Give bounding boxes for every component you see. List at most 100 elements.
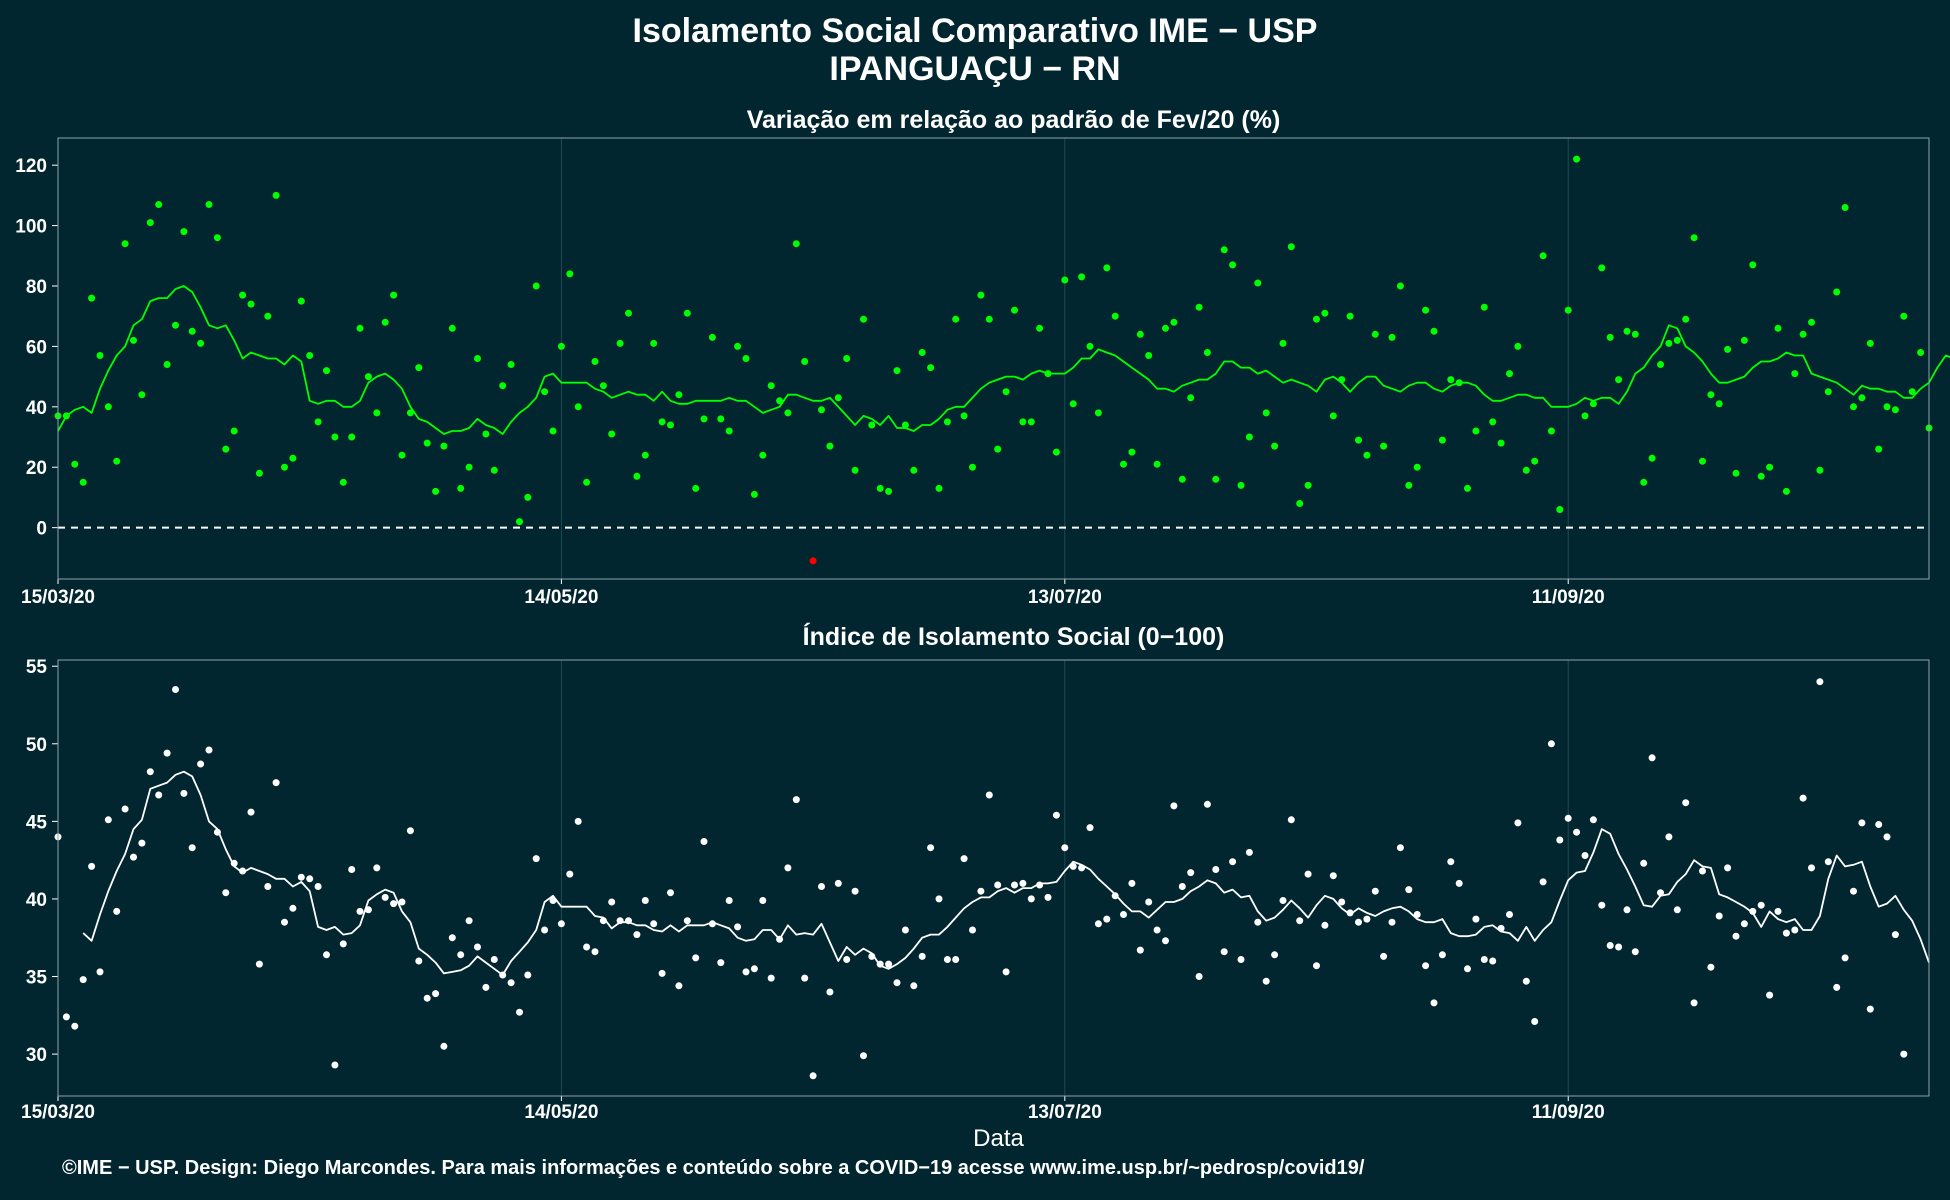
- data-point: [1187, 869, 1195, 877]
- data-point: [1556, 506, 1564, 513]
- data-point: [1472, 915, 1480, 923]
- data-point: [490, 466, 498, 474]
- data-point: [1279, 339, 1287, 347]
- data-point: [524, 493, 532, 501]
- data-point: [893, 367, 901, 375]
- data-point: [1665, 833, 1673, 841]
- data-point: [465, 463, 473, 471]
- data-point: [331, 433, 339, 441]
- data-point: [1673, 906, 1681, 914]
- data-point: [1178, 475, 1186, 483]
- y-tick-label: 0: [36, 519, 47, 540]
- data-point: [1438, 951, 1446, 959]
- data-point: [927, 364, 935, 372]
- data-point: [818, 406, 825, 414]
- data-point: [1640, 859, 1648, 867]
- data-point: [658, 969, 666, 977]
- data-point: [230, 427, 238, 435]
- data-point: [667, 421, 674, 429]
- data-point: [1631, 330, 1639, 338]
- data-point: [1749, 261, 1757, 269]
- data-point: [331, 1061, 339, 1069]
- data-point: [985, 791, 993, 799]
- data-point: [255, 469, 263, 477]
- data-point: [1816, 466, 1824, 474]
- data-point: [323, 367, 330, 375]
- panel-title: Variação em relação ao padrão de Fev/20 …: [747, 106, 1281, 134]
- data-point: [390, 291, 398, 299]
- data-point: [1799, 330, 1807, 338]
- data-point: [574, 403, 582, 411]
- data-point: [1094, 409, 1102, 417]
- data-point: [482, 983, 490, 991]
- data-point: [1707, 963, 1715, 971]
- data-point: [104, 816, 112, 824]
- data-point: [155, 791, 163, 799]
- data-point: [130, 853, 137, 861]
- data-point: [1094, 920, 1102, 928]
- data-point: [356, 907, 364, 915]
- data-point: [1136, 330, 1144, 338]
- data-point: [1875, 445, 1883, 453]
- y-tick-label: 50: [26, 735, 47, 756]
- data-point: [901, 421, 909, 429]
- data-point: [1052, 811, 1060, 819]
- data-point: [759, 451, 767, 459]
- data-point: [113, 907, 121, 915]
- data-point: [750, 490, 758, 498]
- data-point: [566, 270, 574, 278]
- data-point: [1917, 349, 1925, 356]
- data-point: [1522, 977, 1530, 985]
- data-point: [1413, 911, 1421, 918]
- data-point: [1271, 951, 1279, 959]
- data-point: [205, 201, 213, 208]
- data-point: [1153, 460, 1161, 468]
- data-point: [96, 352, 104, 359]
- data-point: [1589, 400, 1597, 408]
- data-point: [1329, 412, 1337, 420]
- moving-average-line: [82, 770, 1930, 976]
- data-point: [516, 518, 523, 526]
- data-point: [96, 968, 104, 976]
- data-point: [1883, 833, 1891, 841]
- data-point: [541, 388, 549, 396]
- data-point: [1732, 469, 1740, 477]
- data-point: [608, 898, 616, 906]
- data-point: [650, 339, 658, 347]
- y-tick-label: 60: [26, 337, 47, 358]
- x-tick-label: 11/09/20: [1532, 587, 1605, 608]
- data-point: [239, 291, 247, 299]
- data-point: [1824, 858, 1832, 866]
- data-point: [860, 1052, 867, 1060]
- data-point: [1808, 318, 1815, 326]
- data-point: [1858, 394, 1866, 402]
- data-point: [1657, 361, 1664, 368]
- data-point: [1531, 1018, 1539, 1025]
- data-point: [1396, 282, 1404, 290]
- data-point: [1858, 819, 1866, 827]
- data-point: [423, 439, 431, 447]
- data-point: [1581, 412, 1589, 420]
- data-point: [516, 1008, 523, 1016]
- data-point: [1623, 327, 1631, 335]
- data-point: [247, 300, 255, 308]
- data-point: [197, 339, 205, 347]
- y-tick-label: 35: [26, 968, 48, 989]
- data-point: [566, 870, 574, 878]
- data-point: [943, 418, 951, 426]
- data-point: [1237, 956, 1245, 963]
- data-point: [952, 956, 960, 963]
- data-point: [935, 484, 943, 492]
- data-point: [1539, 252, 1547, 260]
- data-point: [675, 982, 683, 990]
- data-point: [1170, 318, 1178, 326]
- data-point: [1296, 917, 1304, 925]
- data-point: [826, 442, 834, 450]
- data-point: [1371, 330, 1379, 338]
- data-point: [977, 291, 985, 299]
- data-point: [549, 427, 557, 435]
- data-point: [557, 920, 565, 928]
- data-point: [373, 864, 381, 872]
- data-point: [1052, 448, 1060, 456]
- data-point: [297, 873, 305, 881]
